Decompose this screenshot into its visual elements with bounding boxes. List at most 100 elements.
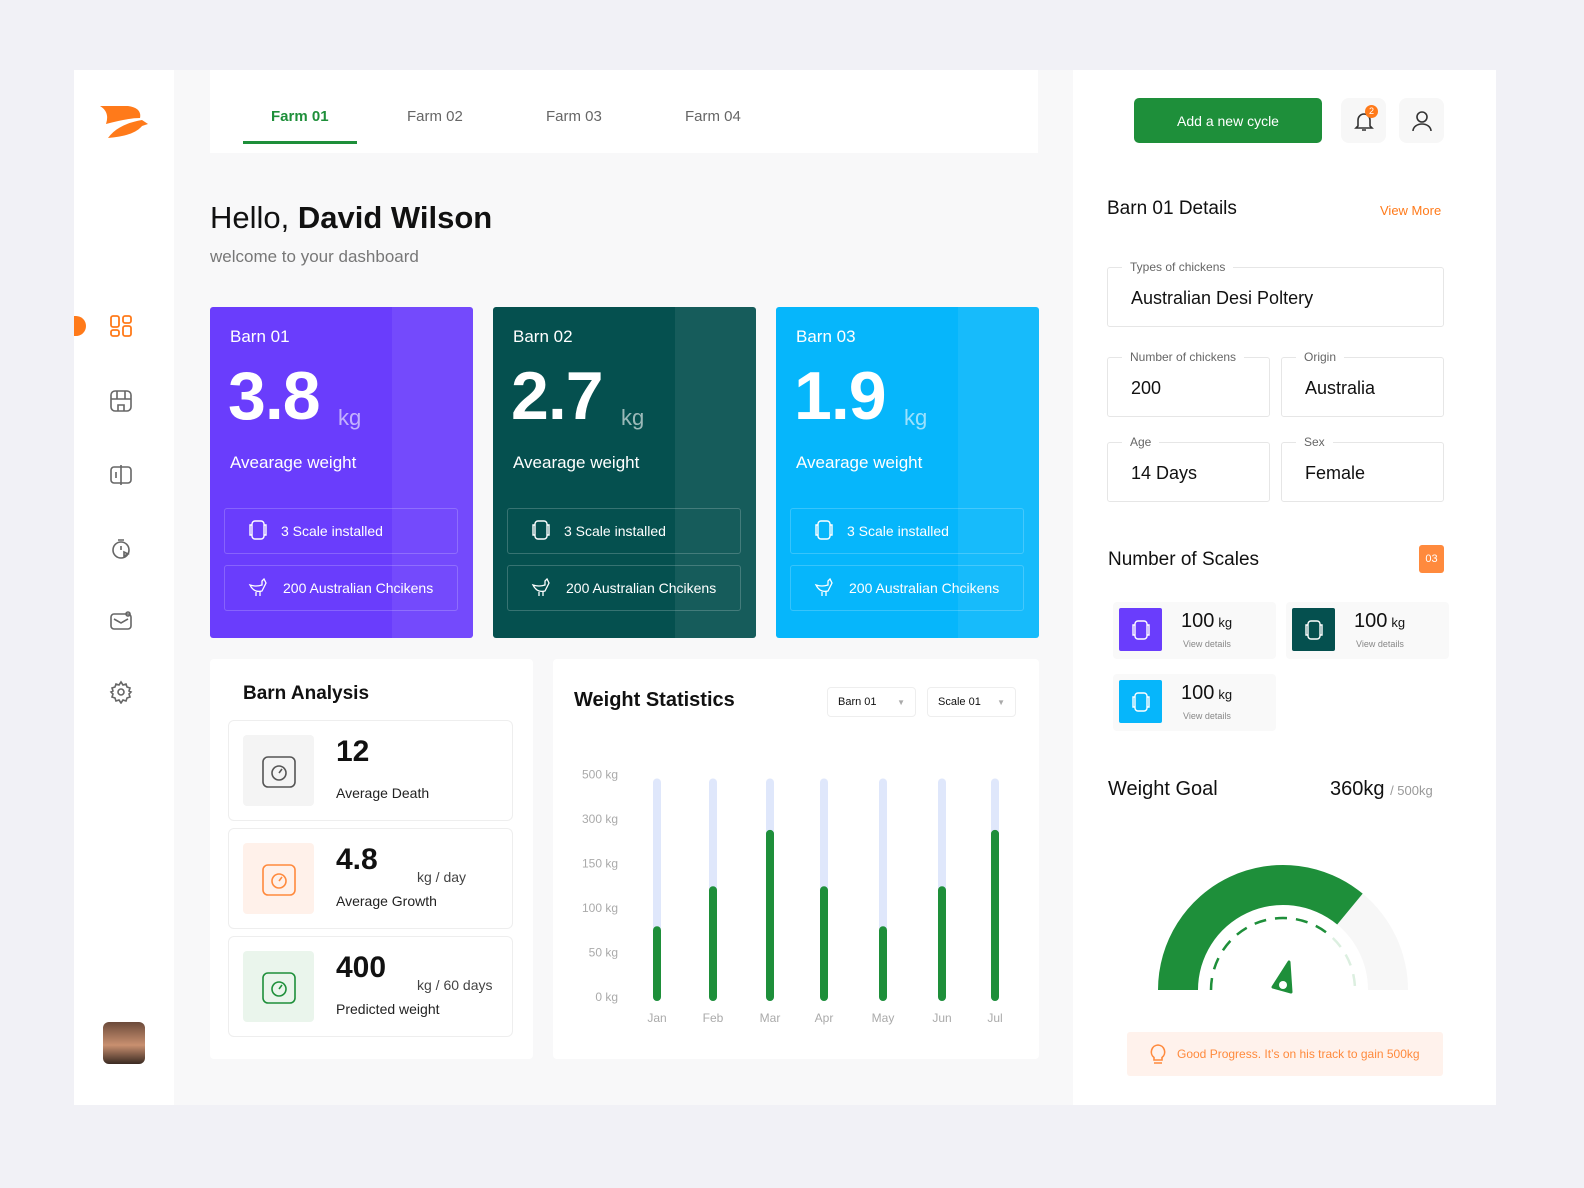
timer-icon[interactable]: [108, 536, 134, 562]
analysis-label: Average Growth: [336, 893, 437, 909]
barn-card[interactable]: Barn 02 2.7 kg Avearage weight 3 Scale i…: [493, 307, 756, 638]
add-cycle-button[interactable]: Add a new cycle: [1134, 98, 1322, 143]
barn-weight-label: Avearage weight: [513, 453, 640, 472]
field-value: Female: [1305, 463, 1366, 483]
lightbulb-icon: [1150, 1044, 1166, 1064]
chicken-count[interactable]: 200 Australian Chcikens: [224, 565, 458, 611]
barn-name: Barn 01: [230, 327, 290, 346]
progress-message: Good Progress. It’s on his track to gain…: [1127, 1032, 1443, 1076]
dashboard-icon[interactable]: [108, 313, 134, 339]
details-title: Barn 01 Details: [1107, 198, 1237, 219]
barn-weight-unit: kg: [338, 405, 362, 430]
tab-farm-01[interactable]: Farm 01: [243, 108, 356, 144]
origin-field[interactable]: Origin Australia: [1281, 350, 1444, 417]
view-more-link[interactable]: View More: [1380, 203, 1442, 218]
view-details-link[interactable]: View details: [1183, 639, 1231, 649]
notifications-button[interactable]: 2: [1341, 98, 1386, 143]
y-tick-label: 150 kg: [582, 857, 618, 871]
chicken-count[interactable]: 200 Australian Chcikens: [507, 565, 741, 611]
scale-weight: 100 kg: [1181, 682, 1232, 705]
scales-installed[interactable]: 3 Scale installed: [507, 508, 741, 554]
progress-message-text: Good Progress. It’s on his track to gain…: [1177, 1047, 1420, 1061]
analysis-value: 4.8: [336, 843, 378, 876]
scale-unit: kg: [1391, 615, 1406, 630]
store-icon[interactable]: [108, 388, 134, 414]
tab-farm-04[interactable]: Farm 04: [685, 108, 741, 125]
scales-installed[interactable]: 3 Scale installed: [790, 508, 1024, 554]
chicken-icon: [530, 575, 554, 602]
scales-text: 3 Scale installed: [281, 523, 383, 539]
chicken-count[interactable]: 200 Australian Chcikens: [790, 565, 1024, 611]
field-label: Sex: [1296, 435, 1333, 449]
scale-value: 100: [1181, 682, 1215, 704]
age-field[interactable]: Age 14 Days: [1107, 435, 1270, 502]
barn-weight-label: Avearage weight: [230, 453, 357, 472]
tab-farm-03[interactable]: Farm 03: [546, 108, 602, 125]
weight-goal-current: 360kg / 500kg: [1330, 778, 1433, 801]
view-details-link[interactable]: View details: [1183, 711, 1231, 721]
scale-icon[interactable]: [108, 462, 134, 488]
subtitle: welcome to your dashboard: [210, 247, 419, 266]
chicken-text: 200 Australian Chcikens: [566, 580, 717, 596]
digital-scale-icon: [243, 951, 314, 1022]
user-name: David Wilson: [297, 200, 493, 235]
analysis-row: 400 kg / 60 days Predicted weight: [228, 936, 513, 1037]
field-label: Types of chickens: [1122, 260, 1234, 274]
active-indicator: [74, 316, 86, 336]
chevron-down-icon: ▼: [897, 697, 905, 707]
weight-statistics-panel: Weight Statistics Barn 01 ▼ Scale 01 ▼ 0 k…: [553, 659, 1039, 1059]
scale-icon: [530, 519, 552, 544]
profile-button[interactable]: [1399, 98, 1444, 143]
chicken-icon: [247, 575, 271, 602]
gauge-needle-pivot: [1279, 981, 1287, 989]
x-tick-label: Jul: [987, 1011, 1002, 1025]
chicken-icon: [813, 575, 837, 602]
weight-goal-title: Weight Goal: [1108, 778, 1218, 800]
mail-icon[interactable]: [108, 608, 134, 634]
greeting-hello: Hello,: [210, 200, 290, 235]
weight-chart: 0 kg 50 kg 100 kg 150 kg 300 kg 500 kg Jan Feb M…: [582, 768, 1003, 1026]
scale-icon: [813, 519, 835, 544]
y-tick-label: 300 kg: [582, 812, 618, 826]
scales-text: 3 Scale installed: [564, 523, 666, 539]
weight-goal-gauge: [1158, 865, 1408, 994]
chevron-down-icon: ▼: [997, 697, 1005, 707]
field-value: Australian Desi Poltery: [1131, 288, 1314, 308]
barn-card[interactable]: Barn 03 1.9 kg Avearage weight 3 Scale i…: [776, 307, 1039, 638]
tab-farm-02[interactable]: Farm 02: [407, 108, 463, 125]
types-field[interactable]: Types of chickens Australian Desi Poltery: [1107, 260, 1444, 327]
scale-weight: 100 kg: [1181, 610, 1232, 633]
barn-analysis-title: Barn Analysis: [243, 683, 370, 704]
gauge-progress: [1158, 865, 1363, 990]
scale-item[interactable]: 100 kg View details: [1113, 602, 1276, 659]
field-value: 200: [1131, 378, 1162, 398]
y-tick-label: 500 kg: [582, 768, 618, 782]
x-tick-label: Jan: [647, 1011, 666, 1025]
sex-field[interactable]: Sex Female: [1281, 435, 1444, 502]
scale-select[interactable]: Scale 01 ▼: [927, 687, 1016, 717]
user-icon: [1411, 110, 1432, 131]
view-details-link[interactable]: View details: [1356, 639, 1404, 649]
barn-card[interactable]: Barn 01 3.8 kg Avearage weight 3 Scale i…: [210, 307, 473, 638]
barn-weight: 2.7: [511, 358, 604, 434]
card-shade: [958, 307, 1039, 638]
analysis-label: Predicted weight: [336, 1001, 440, 1017]
x-tick-label: Apr: [815, 1011, 834, 1025]
scale-item[interactable]: 100 kg View details: [1286, 602, 1449, 659]
barn-select-value: Barn 01: [838, 696, 877, 708]
y-tick-label: 100 kg: [582, 901, 618, 915]
analysis-label: Average Death: [336, 785, 430, 801]
barn-select[interactable]: Barn 01 ▼: [827, 687, 916, 717]
barn-name: Barn 02: [513, 327, 573, 346]
settings-icon[interactable]: [108, 679, 134, 705]
barn-weight-unit: kg: [621, 405, 645, 430]
analysis-unit: kg / day: [417, 869, 467, 885]
farm-tabs: Farm 01 Farm 02 Farm 03 Farm 04: [210, 70, 1038, 153]
scale-value: 100: [1354, 610, 1388, 632]
scales-installed[interactable]: 3 Scale installed: [224, 508, 458, 554]
avatar[interactable]: [103, 1022, 145, 1064]
count-field[interactable]: Number of chickens 200: [1107, 350, 1270, 417]
scale-icon: [1119, 608, 1162, 651]
scale-item[interactable]: 100 kg View details: [1113, 674, 1276, 731]
scale-icon: [247, 519, 269, 544]
